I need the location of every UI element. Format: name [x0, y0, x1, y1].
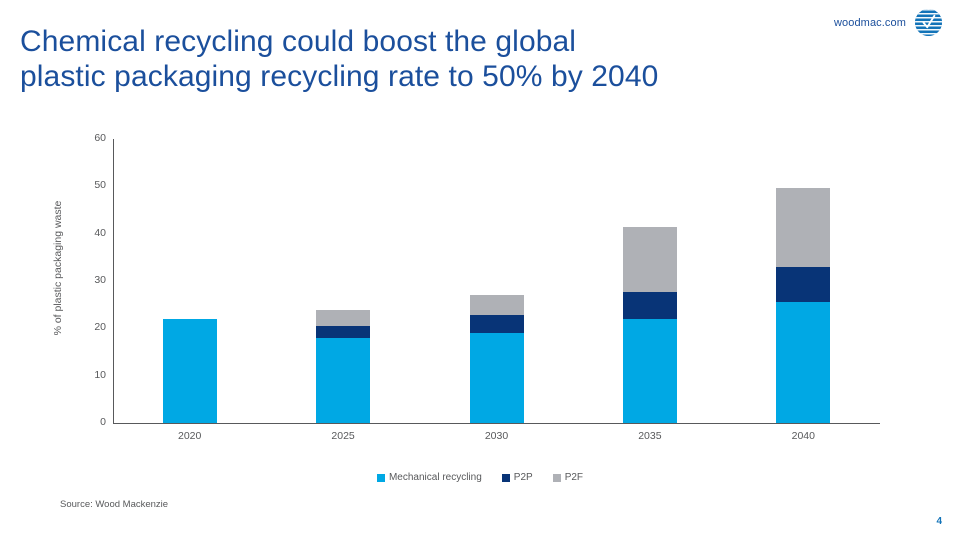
- logo-check-icon: [922, 14, 936, 29]
- x-axis-tick-2025: 2025: [331, 430, 355, 442]
- x-axis-line: [113, 423, 880, 424]
- bar-2040[interactable]: [776, 187, 831, 423]
- y-axis-tick-30: 30: [94, 274, 106, 286]
- legend-item-p2p[interactable]: P2P: [501, 472, 533, 483]
- brand-site-text: woodmac.com: [833, 16, 906, 29]
- source-note: Source: Wood Mackenzie: [60, 499, 169, 510]
- bar-segment-2035-p2p: [622, 291, 677, 319]
- y-axis-tick-40: 40: [94, 226, 106, 239]
- bar-2025[interactable]: [316, 309, 371, 423]
- bar-segment-2030-p2p: [469, 314, 524, 334]
- page-title-line-2: plastic packaging recycling rate to 50% …: [20, 60, 659, 93]
- legend-swatch-icon: [501, 473, 510, 482]
- chart-legend: Mechanical recycling P2P P2F: [0, 472, 960, 483]
- brand-bar: woodmac.com: [834, 9, 942, 36]
- y-axis-tick-60: 60: [94, 132, 106, 144]
- y-axis-tick-20: 20: [94, 321, 106, 334]
- y-axis-tick-50: 50: [94, 179, 106, 192]
- legend-label: Mechanical recycling: [388, 472, 482, 483]
- legend-item-mechanical-recycling[interactable]: Mechanical recycling: [376, 472, 482, 483]
- page-title-line-1: Chemical recycling could boost the globa…: [20, 25, 577, 58]
- y-axis-tick-0: 0: [100, 416, 106, 428]
- x-axis-tick-2030: 2030: [484, 430, 509, 442]
- logo-stripes: [915, 9, 942, 36]
- page-number: 4: [936, 516, 942, 527]
- bar-2020[interactable]: [162, 318, 217, 423]
- bar-segment-2030-mechanical-recycling: [469, 333, 524, 423]
- bar-segment-2040-p2f: [776, 187, 831, 267]
- page-title: Chemical recycling could boost the globa…: [20, 24, 800, 94]
- bar-segment-2030-p2f: [469, 294, 524, 315]
- bar-segment-2035-mechanical-recycling: [622, 318, 677, 423]
- bar-segment-2020-mechanical-recycling: [162, 318, 217, 423]
- legend-swatch-icon: [376, 473, 385, 482]
- y-axis-line: [113, 139, 114, 423]
- bar-segment-2040-p2p: [776, 266, 831, 302]
- bar-2030[interactable]: [469, 294, 524, 423]
- x-axis-tick-2040: 2040: [791, 430, 815, 442]
- bar-segment-2035-p2f: [622, 227, 677, 292]
- x-axis-tick-2020: 2020: [178, 430, 202, 442]
- legend-label: P2P: [513, 472, 533, 483]
- x-axis-tick-2035: 2035: [638, 430, 662, 442]
- bar-segment-2040-mechanical-recycling: [776, 301, 831, 423]
- bar-segment-2025-p2f: [316, 309, 371, 326]
- bar-segment-2025-mechanical-recycling: [316, 338, 371, 423]
- legend-swatch-icon: [552, 473, 561, 482]
- woodmac-circle-logo-icon: [915, 9, 942, 36]
- y-axis-tick-10: 10: [94, 368, 106, 381]
- legend-label: P2F: [564, 472, 584, 483]
- legend-item-p2f[interactable]: P2F: [552, 472, 584, 483]
- y-axis-title: % of plastic packaging waste: [52, 200, 64, 336]
- bar-segment-2025-p2p: [316, 325, 371, 339]
- bar-2035[interactable]: [622, 227, 677, 423]
